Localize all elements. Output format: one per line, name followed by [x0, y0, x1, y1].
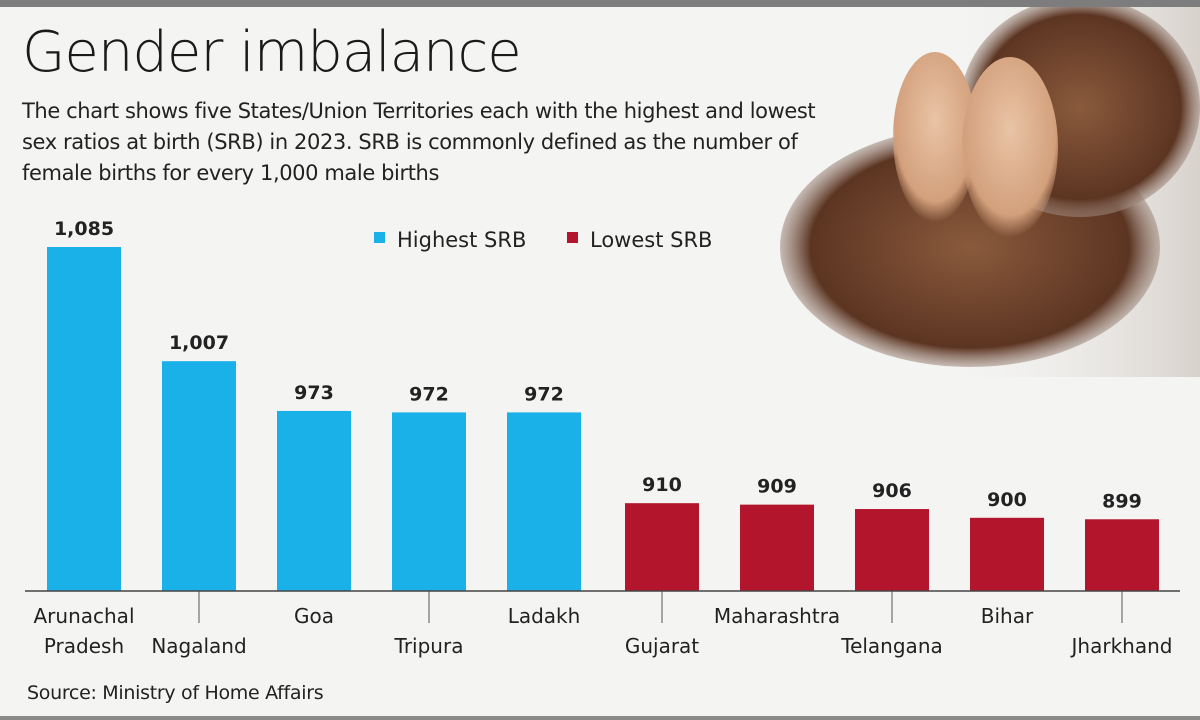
data-label: 909: [757, 476, 797, 498]
bar-telangana: [855, 509, 929, 591]
x-tick-label: Goa: [294, 604, 334, 628]
x-tick-label: Tripura: [394, 634, 464, 658]
chart-subtitle: The chart shows five States/Union Territ…: [22, 99, 816, 185]
baby-feet-in-hands-photo: [780, 7, 1200, 377]
data-label: 1,007: [169, 332, 229, 354]
bar-goa: [277, 410, 351, 591]
bar-tripura: [392, 412, 466, 591]
data-label: 972: [524, 383, 564, 405]
x-tick-label: Bihar: [981, 604, 1034, 628]
x-tick-label: Jharkhand: [1070, 634, 1173, 658]
x-tick-label: Pradesh: [44, 634, 124, 658]
x-tick-label: Arunachal: [34, 604, 135, 628]
data-label: 973: [294, 382, 334, 404]
data-label: 906: [872, 480, 912, 502]
bar-ladakh: [507, 412, 581, 591]
chart-title: Gender imbalance: [22, 20, 522, 85]
source-note: Source: Ministry of Home Affairs: [27, 682, 324, 704]
bar-jharkhand: [1085, 519, 1159, 591]
x-tick-label: Telangana: [840, 634, 943, 658]
bar-nagaland: [162, 361, 236, 591]
legend: Highest SRB Lowest SRB: [374, 228, 712, 252]
bar-gujarat: [625, 503, 699, 591]
x-tick-label: Maharashtra: [714, 604, 840, 628]
bottom-border: [0, 716, 1200, 720]
legend-swatch-lowest: [567, 232, 578, 243]
legend-label-highest: Highest SRB: [397, 228, 526, 252]
data-label: 1,085: [54, 218, 114, 240]
data-label: 972: [409, 383, 449, 405]
data-label: 900: [987, 489, 1027, 511]
bar-arunachal-pradesh: [47, 247, 121, 591]
data-label: 899: [1102, 490, 1142, 512]
x-tick-label: Gujarat: [625, 634, 699, 658]
legend-swatch-highest: [374, 232, 385, 243]
data-label: 910: [642, 474, 682, 496]
bar-maharashtra: [740, 504, 814, 591]
legend-label-lowest: Lowest SRB: [590, 228, 712, 252]
x-tick-label: Nagaland: [151, 634, 246, 658]
bar-bihar: [970, 517, 1044, 591]
x-tick-label: Ladakh: [508, 604, 581, 628]
top-border: [0, 0, 1200, 7]
